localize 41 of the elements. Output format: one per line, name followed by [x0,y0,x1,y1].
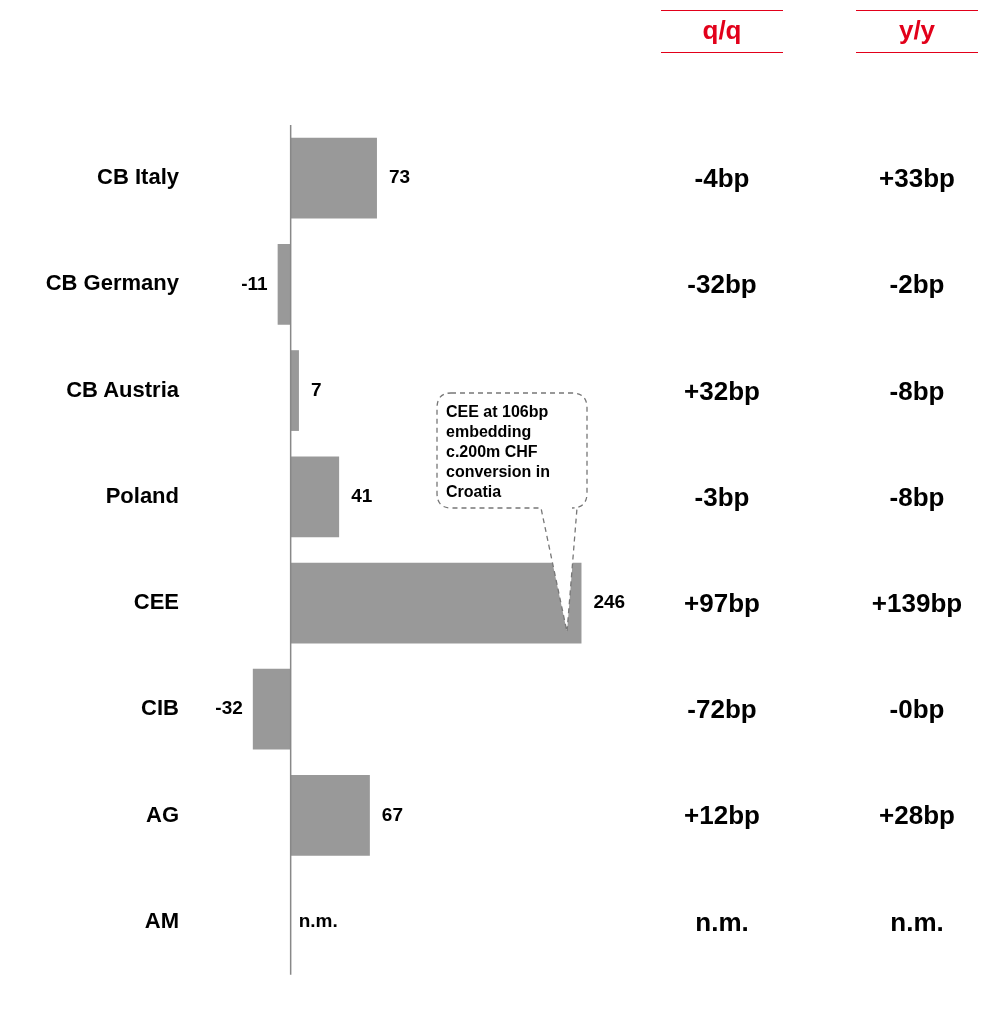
text: n.m. [890,906,944,938]
data-label: -11 [241,272,269,294]
text: q/q [661,10,783,53]
data-label: 7 [310,378,322,400]
text: +12bp [684,799,760,831]
bar [252,668,291,750]
bar [290,137,377,219]
text: -4bp [694,162,750,194]
text: +139bp [871,587,963,619]
data-label: 67 [381,803,404,825]
bar [277,243,291,325]
text: -0bp [889,693,945,725]
text: -8bp [889,481,945,513]
text: +33bp [879,162,955,194]
text: -32bp [687,268,757,300]
data-label: -32 [215,697,243,719]
y-tick-label: Poland [105,482,179,508]
y-tick-label: CB Austria [66,376,180,402]
bar [290,350,299,431]
text: -2bp [889,268,945,300]
data-label: 73 [388,166,411,188]
text: +32bp [684,375,760,407]
text: +97bp [684,587,760,619]
text: -72bp [687,693,757,725]
text: -8bp [889,375,945,407]
y-tick-label: AG [146,801,179,827]
text: n.m. [695,906,749,938]
y-tick-label: CIB [141,695,179,721]
text: +28bp [879,799,955,831]
annotation: CEE at 106bp embedding c.200m CHF conversion in Croatia [446,402,552,502]
data-label: 41 [351,485,373,507]
text: n.m. [298,909,338,931]
bar [290,775,370,856]
y-tick-label: CEE [133,589,179,615]
text: y/y [856,10,978,53]
y-tick-label: CB Italy [97,164,180,190]
bar [290,456,340,538]
data-label: 246 [593,591,626,613]
y-tick-label: CB Germany [45,270,180,296]
text: -3bp [694,481,750,513]
y-tick-label: AM [144,907,179,933]
